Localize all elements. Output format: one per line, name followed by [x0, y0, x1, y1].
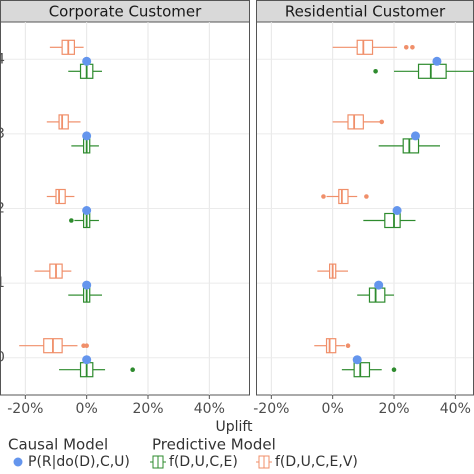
box — [325, 338, 337, 354]
x-tick-label: 40% — [440, 401, 471, 417]
legend-marker — [13, 457, 23, 467]
point — [82, 206, 92, 215]
outlier — [403, 45, 409, 50]
legend-label: P(R|do(D),C,U) — [28, 454, 130, 470]
outlier — [345, 343, 351, 349]
outlier — [391, 367, 397, 373]
box — [368, 287, 386, 303]
y-tick-label: 2 — [0, 201, 5, 217]
y-tick-label: 4 — [0, 51, 5, 67]
box — [338, 188, 349, 205]
y-tick-label: 3 — [0, 126, 5, 142]
point — [392, 206, 402, 215]
point — [410, 131, 420, 141]
x-axis-label: Uplift — [215, 419, 253, 435]
point — [82, 131, 92, 141]
point — [82, 355, 92, 365]
strip-title: Corporate Customer — [49, 3, 202, 21]
x-tick-label: 20% — [378, 401, 409, 417]
x-tick-label: 0% — [322, 401, 344, 417]
x-tick-label: 40% — [194, 401, 225, 417]
x-tick-label: 0% — [76, 401, 98, 417]
point — [82, 280, 92, 290]
outlier — [84, 343, 89, 349]
outlier — [130, 367, 135, 373]
box — [58, 114, 69, 130]
point — [82, 56, 92, 66]
box — [356, 39, 374, 55]
legend-label: f(D,U,C,E) — [169, 454, 238, 470]
x-tick-label: 20% — [132, 401, 163, 417]
strip-title: Residential Customer — [285, 3, 446, 21]
box — [384, 212, 401, 229]
point — [374, 280, 384, 290]
legend-title: Predictive Model — [152, 436, 276, 454]
box — [347, 114, 364, 130]
outlier — [373, 69, 378, 74]
point — [352, 355, 362, 365]
legend-label: f(D,U,C,E,V) — [275, 454, 358, 470]
box — [402, 138, 420, 154]
outlier — [69, 218, 74, 223]
point — [432, 56, 442, 66]
outlier — [321, 194, 326, 199]
outlier — [410, 45, 415, 50]
strip — [0, 0, 250, 23]
x-tick-label: -20% — [7, 401, 43, 417]
outlier — [364, 194, 369, 199]
box — [353, 362, 371, 378]
outlier — [379, 119, 385, 125]
y-tick-label: 1 — [0, 275, 5, 291]
y-tick-label: 0 — [0, 350, 5, 366]
box — [55, 188, 66, 205]
legend-title: Causal Model — [8, 436, 108, 454]
box — [417, 63, 447, 79]
x-tick-label: -20% — [253, 401, 289, 417]
